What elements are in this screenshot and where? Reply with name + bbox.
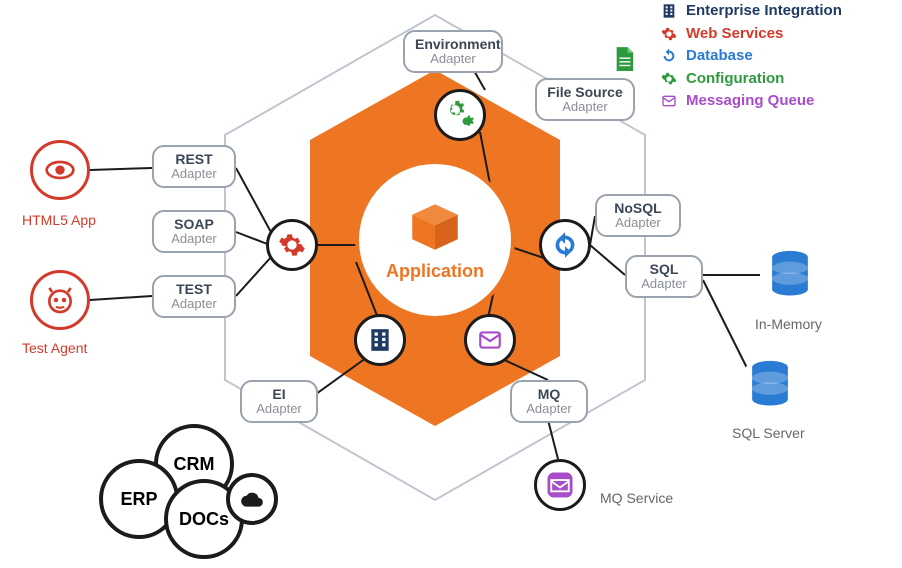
alien-icon [44, 284, 76, 316]
external-test-agent [30, 270, 90, 330]
adapter-sql: SQL Adapter [625, 255, 703, 298]
hub-enterprise-integration [354, 314, 406, 366]
gears-icon [445, 100, 475, 130]
external-sql-server [740, 355, 800, 415]
adapter-rest-sub: Adapter [164, 167, 224, 182]
hub-database [539, 219, 591, 271]
legend-item-database: Database [660, 45, 842, 68]
adapter-ei-title: EI [252, 386, 306, 402]
adapter-environment-sub: Adapter [415, 52, 491, 67]
adapter-nosql-title: NoSQL [607, 200, 669, 216]
external-in-memory [760, 245, 820, 305]
hub-messaging-queue [464, 314, 516, 366]
building-icon [660, 2, 678, 20]
adapter-file-source-sub: Adapter [547, 100, 623, 115]
gear-icon [278, 231, 306, 259]
envelope-icon [477, 327, 503, 353]
bubble-erp-label: ERP [120, 489, 157, 510]
adapter-soap: SOAP Adapter [152, 210, 236, 253]
adapter-mq-title: MQ [522, 386, 576, 402]
adapter-test-sub: Adapter [164, 297, 224, 312]
bubble-crm-label: CRM [174, 454, 215, 475]
label-mq-service: MQ Service [600, 490, 673, 506]
refresh-icon [660, 47, 678, 65]
building-icon [367, 327, 393, 353]
refresh-icon [551, 231, 579, 259]
adapter-nosql: NoSQL Adapter [595, 194, 681, 237]
application-title: Application [386, 261, 484, 282]
gears-icon [660, 70, 678, 88]
adapter-nosql-sub: Adapter [607, 216, 669, 231]
bubble-docs-label: DOCs [179, 509, 229, 530]
legend-label: Web Services [686, 23, 783, 46]
legend-label: Configuration [686, 68, 784, 91]
legend-item-enterprise-integration: Enterprise Integration [660, 0, 842, 23]
architecture-diagram: Application REST Adapter SOAP Adapter TE… [0, 0, 902, 568]
external-mq-service [534, 459, 586, 511]
application-core: Application [355, 160, 515, 320]
legend: Enterprise Integration Web Services Data… [660, 0, 842, 113]
external-file-src [612, 48, 636, 72]
label-in-memory: In-Memory [755, 316, 822, 332]
cube-icon [407, 199, 463, 255]
label-html5-app: HTML5 App [22, 212, 96, 228]
adapter-file-source-title: File Source [547, 84, 623, 100]
envelope-icon [660, 92, 678, 110]
legend-label: Database [686, 45, 753, 68]
adapter-test-title: TEST [164, 281, 224, 297]
envelope-filled-icon [545, 470, 575, 500]
adapter-mq: MQ Adapter [510, 380, 588, 423]
legend-item-web-services: Web Services [660, 23, 842, 46]
adapter-soap-sub: Adapter [164, 232, 224, 247]
adapter-environment: Environment Adapter [403, 30, 503, 73]
adapter-ei-sub: Adapter [252, 402, 306, 417]
file-icon [613, 47, 635, 73]
cylinder-icon [768, 250, 812, 300]
legend-item-messaging-queue: Messaging Queue [660, 90, 842, 113]
adapter-mq-sub: Adapter [522, 402, 576, 417]
label-test-agent: Test Agent [22, 340, 87, 356]
adapter-sql-sub: Adapter [637, 277, 691, 292]
adapter-rest-title: REST [164, 151, 224, 167]
bubble-cloud [226, 473, 278, 525]
adapter-rest: REST Adapter [152, 145, 236, 188]
adapter-environment-title: Environment [415, 36, 491, 52]
cloud-icon [239, 490, 265, 508]
adapter-test: TEST Adapter [152, 275, 236, 318]
legend-item-configuration: Configuration [660, 68, 842, 91]
adapter-file-source: File Source Adapter [535, 78, 635, 121]
external-html5-app [30, 140, 90, 200]
hub-web-services [266, 219, 318, 271]
eye-icon [44, 154, 76, 186]
hub-configuration [434, 89, 486, 141]
label-sql-server: SQL Server [732, 425, 805, 441]
legend-label: Messaging Queue [686, 90, 814, 113]
cylinder-icon [748, 360, 792, 410]
adapter-sql-title: SQL [637, 261, 691, 277]
adapter-soap-title: SOAP [164, 216, 224, 232]
legend-label: Enterprise Integration [686, 0, 842, 23]
adapter-ei: EI Adapter [240, 380, 318, 423]
gear-icon [660, 25, 678, 43]
